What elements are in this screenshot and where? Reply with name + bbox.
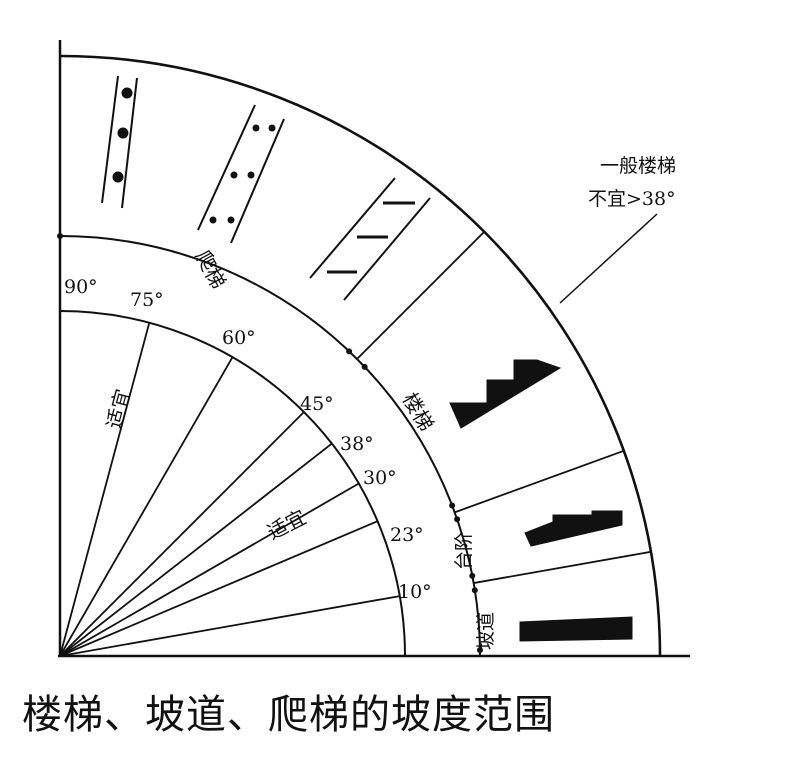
angle-label-23: 23° [390,524,424,546]
angle-line-30 [59,482,360,657]
angle-label-45: 45° [300,393,334,415]
zone-label-ramp: 坡道 [475,612,497,650]
stair-icon [449,359,562,429]
angle-line-45 [59,411,305,657]
zone-boundary-10 [473,550,652,584]
ramp-icon [519,616,633,642]
angle-label-60: 60° [222,327,256,349]
angle-label-38: 38° [340,433,374,455]
angle-line-75 [59,322,151,657]
suitable-label-stair: 适宜 [263,505,310,545]
ladder-rung-dots [209,124,276,224]
zone-label-ladder: 爬梯 [191,246,231,293]
angle-line-60 [59,356,234,657]
ladder-rung-dot [121,87,133,99]
step-icon [524,510,623,547]
range-arrow-marker [476,647,483,654]
angle-label-90: 90° [64,276,98,298]
zone-boundary-20 [454,449,625,514]
ladder-rung-dot [112,171,124,183]
vertical-ladder-icon [101,75,138,209]
range-arrow-marker [469,572,476,579]
angle-label-75: 75° [130,289,164,311]
range-arrow-marker [346,348,353,355]
zone-label-stair: 楼梯 [398,389,439,436]
figure-caption: 楼梯、坡道、爬梯的坡度范围 [22,692,555,738]
suitable-label-ladder: 适宜 [102,386,136,431]
callout-leader-line [559,213,658,304]
steep-ladder-icon [197,104,285,244]
callout-line-1: 一般楼梯 [600,155,676,177]
angle-line-10 [59,595,400,657]
angle-label-30: 30° [363,467,397,489]
range-arrow-marker [361,363,368,370]
angle-line-38 [59,442,333,657]
range-arrow-marker [449,502,456,509]
angle-line-23 [59,520,378,657]
callout-line-2: 不宜>38° [588,188,676,210]
angle-label-10: 10° [398,581,432,603]
zone-boundary-45 [356,231,485,360]
ladder-rung-dot [117,127,129,139]
stair-ladder-icon [309,177,431,301]
range-arrow-marker [57,233,63,239]
middle-arc [59,235,481,657]
range-arrow-marker [454,516,461,523]
zone-label-step: 台阶 [453,532,475,570]
range-arrow-marker [471,587,478,594]
